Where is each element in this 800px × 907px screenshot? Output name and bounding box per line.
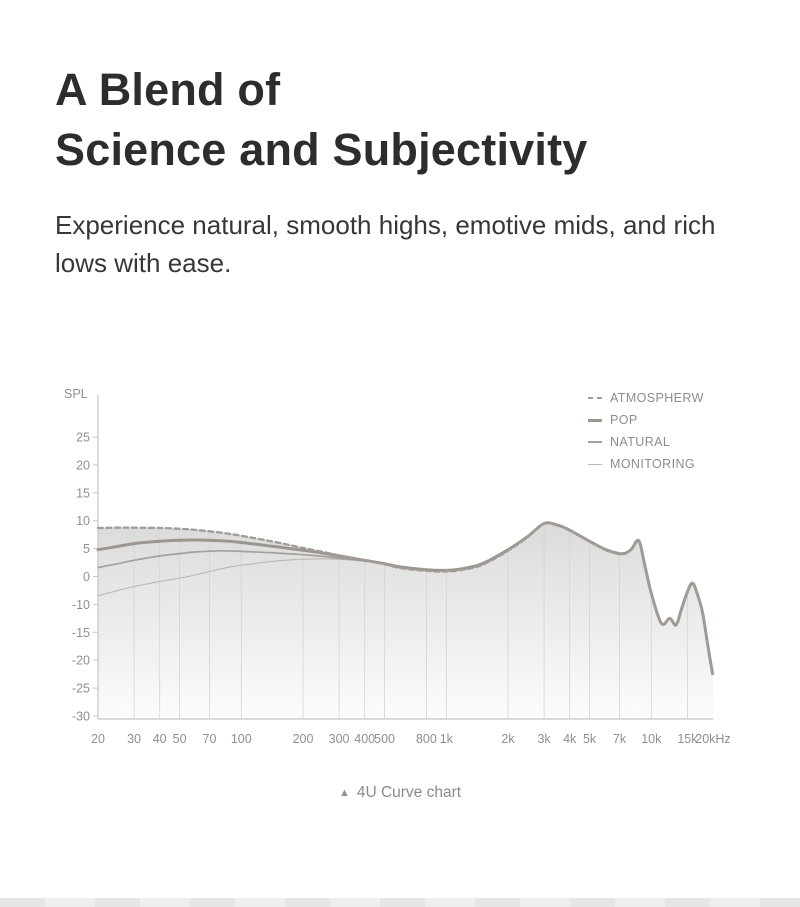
page-title: A Blend of Science and Subjectivity xyxy=(55,60,588,180)
subtitle: Experience natural, smooth highs, emotiv… xyxy=(55,210,716,278)
legend-label: POP xyxy=(610,413,638,427)
svg-text:5k: 5k xyxy=(583,732,597,746)
thin-line-marker-icon xyxy=(588,463,602,465)
svg-text:10k: 10k xyxy=(641,732,662,746)
page-title-line1: A Blend of xyxy=(55,64,281,115)
legend-item-atmospherw: ATMOSPHERW xyxy=(588,387,704,409)
svg-text:-10: -10 xyxy=(72,598,90,612)
y-tick-labels: 25 20 15 10 5 0 -10 -15 -20 -25 -30 xyxy=(72,431,98,724)
svg-text:-15: -15 xyxy=(72,626,90,640)
svg-text:7k: 7k xyxy=(613,732,627,746)
chart-caption-text: 4U Curve chart xyxy=(356,784,462,801)
svg-text:0: 0 xyxy=(83,570,90,584)
page-title-line2: Science and Subjectivity xyxy=(55,124,588,175)
svg-text:20: 20 xyxy=(76,458,90,472)
x-tick-labels: 20 30 40 50 70 100 200 300 400 500 800 1k 2k 3k 4k 5k 7k… xyxy=(91,732,731,746)
thick-line-marker-icon xyxy=(588,418,602,422)
series-atmospherw-line xyxy=(96,521,714,675)
chart-legend: ATMOSPHERW POP NATURAL MONITORING xyxy=(588,387,704,475)
svg-text:-30: -30 xyxy=(72,710,90,724)
svg-text:400: 400 xyxy=(354,732,375,746)
svg-text:40: 40 xyxy=(153,732,167,746)
svg-text:4k: 4k xyxy=(563,732,577,746)
dashed-line-marker-icon xyxy=(588,397,602,399)
legend-label: MONITORING xyxy=(610,457,696,471)
legend-label: NATURAL xyxy=(610,435,671,449)
svg-text:15: 15 xyxy=(76,486,90,500)
svg-text:-25: -25 xyxy=(72,682,90,696)
svg-text:2k: 2k xyxy=(501,732,515,746)
legend-item-monitoring: MONITORING xyxy=(588,453,704,475)
svg-text:500: 500 xyxy=(374,732,395,746)
svg-text:100: 100 xyxy=(231,732,252,746)
svg-text:20: 20 xyxy=(91,732,105,746)
area-fill xyxy=(98,522,713,719)
svg-text:-20: -20 xyxy=(72,654,90,668)
medium-line-marker-icon xyxy=(588,441,602,443)
legend-label: ATMOSPHERW xyxy=(610,391,704,405)
svg-text:10: 10 xyxy=(76,514,90,528)
svg-text:800: 800 xyxy=(416,732,437,746)
svg-text:3k: 3k xyxy=(537,732,551,746)
svg-text:25: 25 xyxy=(76,431,90,445)
svg-text:5: 5 xyxy=(83,542,90,556)
legend-item-natural: NATURAL xyxy=(588,431,704,453)
svg-text:1k: 1k xyxy=(440,732,454,746)
svg-text:300: 300 xyxy=(329,732,350,746)
svg-text:70: 70 xyxy=(203,732,217,746)
svg-text:20kHz: 20kHz xyxy=(695,732,730,746)
y-axis-title: SPL xyxy=(64,387,88,401)
svg-text:30: 30 xyxy=(127,732,141,746)
legend-item-pop: POP xyxy=(588,409,704,431)
svg-text:15k: 15k xyxy=(677,732,698,746)
chart-caption: ▲ 4U Curve chart xyxy=(0,784,800,802)
next-section-edge xyxy=(0,898,800,907)
triangle-icon: ▲ xyxy=(338,787,350,799)
svg-text:50: 50 xyxy=(173,732,187,746)
svg-text:200: 200 xyxy=(293,732,314,746)
